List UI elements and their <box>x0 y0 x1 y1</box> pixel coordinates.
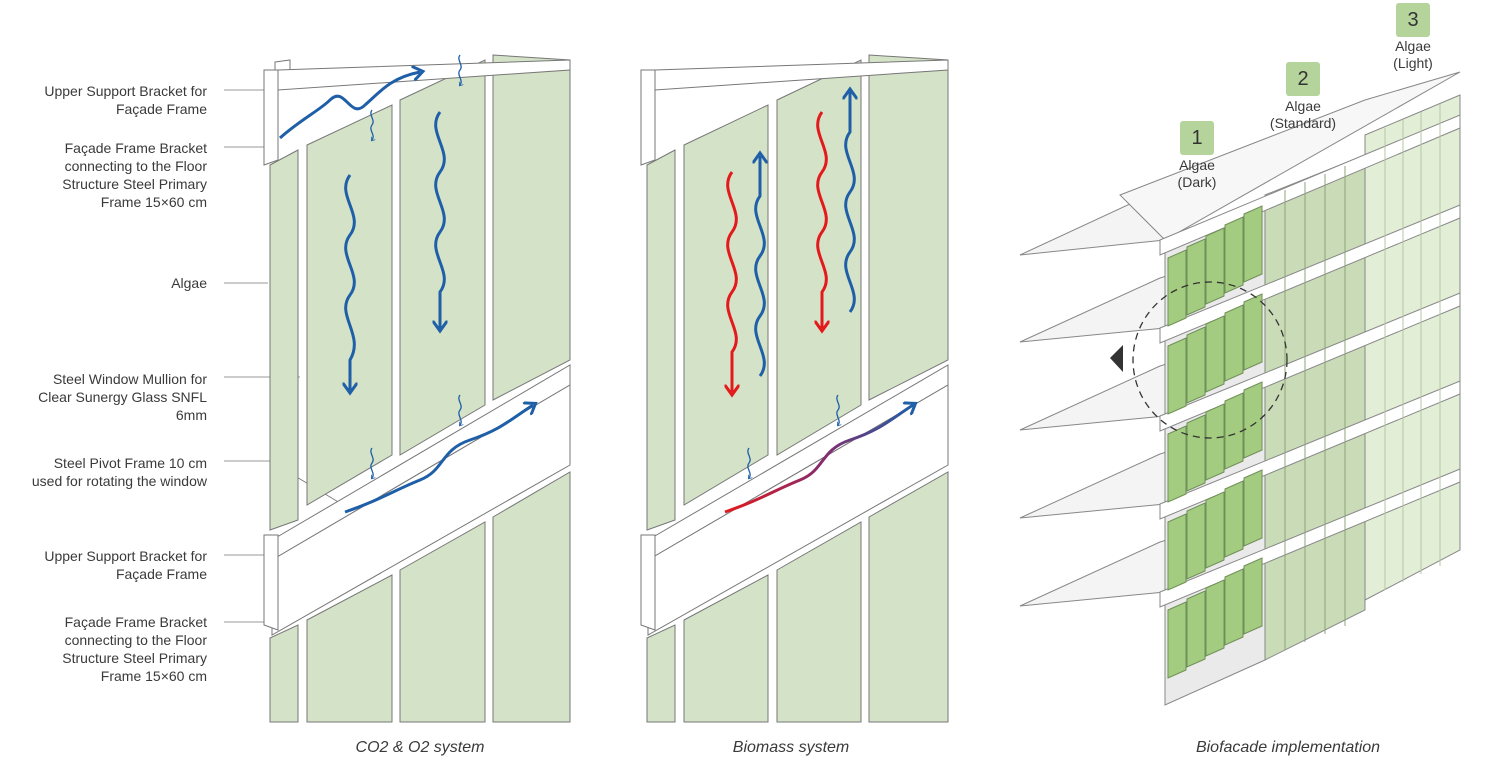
badge-algae-light-label: Algae (Light) <box>1393 38 1433 71</box>
facade-section-co2 <box>263 54 571 723</box>
co2-small-arrows <box>370 54 461 478</box>
badge-algae-dark-label: Algae (Dark) <box>1177 157 1217 190</box>
co2-flow-arrows <box>278 72 533 514</box>
label-upper-support-bracket-1: Upper Support Bracket for Façade Frame <box>44 83 207 117</box>
badge-algae-dark: 1 <box>1180 121 1214 155</box>
biomass-small-arrows <box>747 394 839 478</box>
label-facade-frame-bracket-1: Façade Frame Bracket connecting to the F… <box>62 140 207 210</box>
caption-biomass-system: Biomass system <box>732 739 850 756</box>
label-algae: Algae <box>171 275 207 291</box>
label-steel-pivot-frame: Steel Pivot Frame 10 cm used for rotatin… <box>31 455 207 489</box>
biomass-flow-arrows <box>725 92 913 514</box>
biofacade-building <box>1019 71 1461 706</box>
label-steel-window-mullion: Steel Window Mullion for Clear Sunergy G… <box>38 371 207 423</box>
label-upper-support-bracket-2: Upper Support Bracket for Façade Frame <box>44 548 207 582</box>
badge-algae-standard-label: Algae (Standard) <box>1269 98 1337 131</box>
badge-algae-light: 3 <box>1396 3 1430 37</box>
badge-algae-standard: 2 <box>1286 62 1320 96</box>
label-facade-frame-bracket-2: Façade Frame Bracket connecting to the F… <box>62 614 207 684</box>
caption-co2-o2-system: CO2 & O2 system <box>355 739 485 756</box>
facade-section-biomass <box>640 54 949 723</box>
caption-biofacade-implementation: Biofacade implementation <box>1195 739 1381 756</box>
